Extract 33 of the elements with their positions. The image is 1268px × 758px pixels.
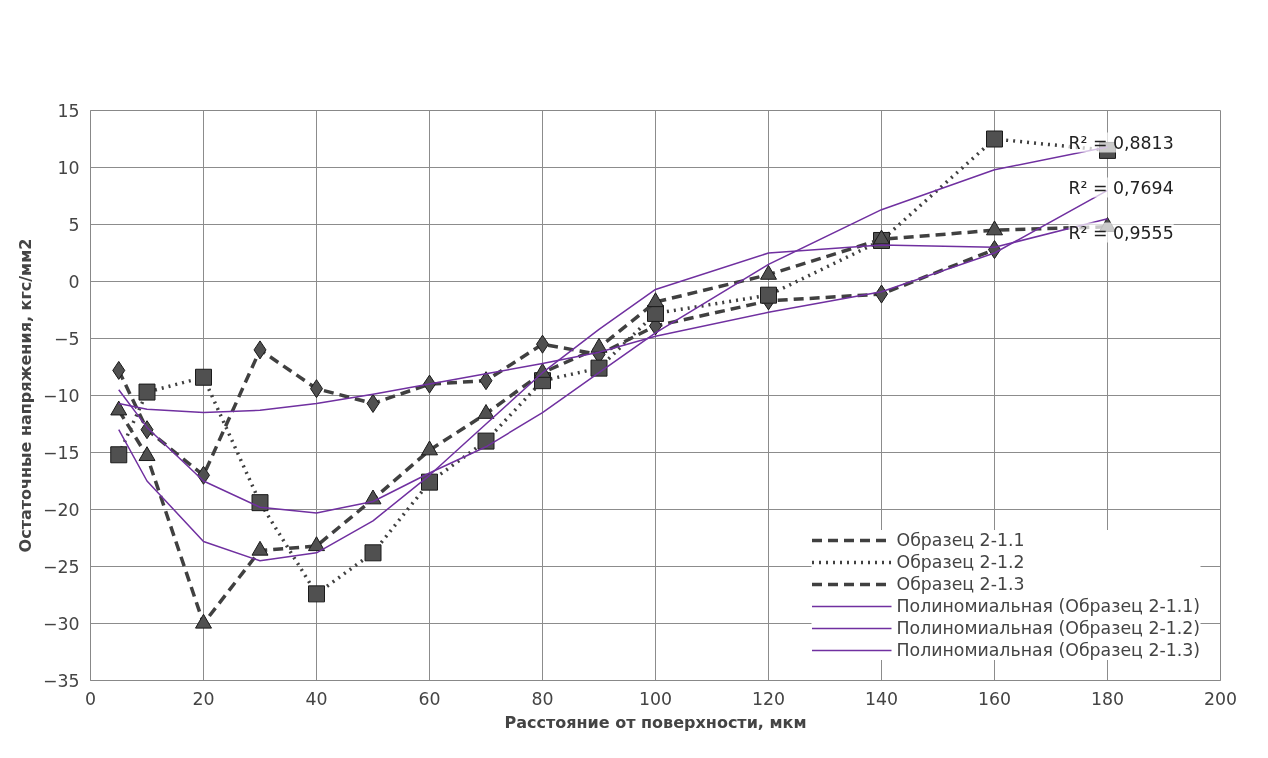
x-tick-label: 160 <box>977 688 1012 709</box>
legend-label: Полиномиальная (Образец 2-1.3) <box>896 640 1200 660</box>
y-tick-label: 0 <box>68 272 80 292</box>
y-axis-title: Остаточные напряжения, кгс/мм2 <box>15 238 35 553</box>
x-tick-label: 20 <box>192 688 215 709</box>
x-axis-title: Расстояние от поверхности, мкм <box>504 712 807 732</box>
y-tick-label: −20 <box>42 500 80 520</box>
x-tick-label: 40 <box>305 688 328 709</box>
y-tick-label: −35 <box>42 671 80 691</box>
legend-label: Полиномиальная (Образец 2-1.2) <box>896 618 1200 638</box>
annotation: R² = 0,9555 <box>1068 222 1174 243</box>
legend-label: Полиномиальная (Образец 2-1.1) <box>896 596 1200 616</box>
y-tick-label: −25 <box>42 557 80 577</box>
annotation: R² = 0,8813 <box>1068 132 1174 153</box>
y-tick-label: −10 <box>42 386 80 406</box>
x-tick-label: 60 <box>418 688 441 709</box>
legend-label: Образец 2-1.1 <box>896 530 1025 550</box>
legend-label: Образец 2-1.2 <box>896 552 1025 572</box>
y-tick-label: −30 <box>42 614 80 634</box>
x-tick-label: 180 <box>1090 688 1125 709</box>
x-tick-label: 100 <box>638 688 673 709</box>
annotation: R² = 0,7694 <box>1068 177 1174 198</box>
y-tick-label: −5 <box>53 329 80 349</box>
x-tick-label: 0 <box>84 688 97 709</box>
x-tick-label: 120 <box>751 688 786 709</box>
x-tick-label: 80 <box>531 688 554 709</box>
y-tick-label: 10 <box>57 158 80 178</box>
legend-label: Образец 2-1.3 <box>896 574 1025 594</box>
y-tick-label: 5 <box>68 215 80 235</box>
x-tick-label: 140 <box>864 688 899 709</box>
x-tick-label: 200 <box>1203 688 1238 709</box>
y-tick-label: 15 <box>57 101 80 121</box>
y-tick-label: −15 <box>42 443 80 463</box>
